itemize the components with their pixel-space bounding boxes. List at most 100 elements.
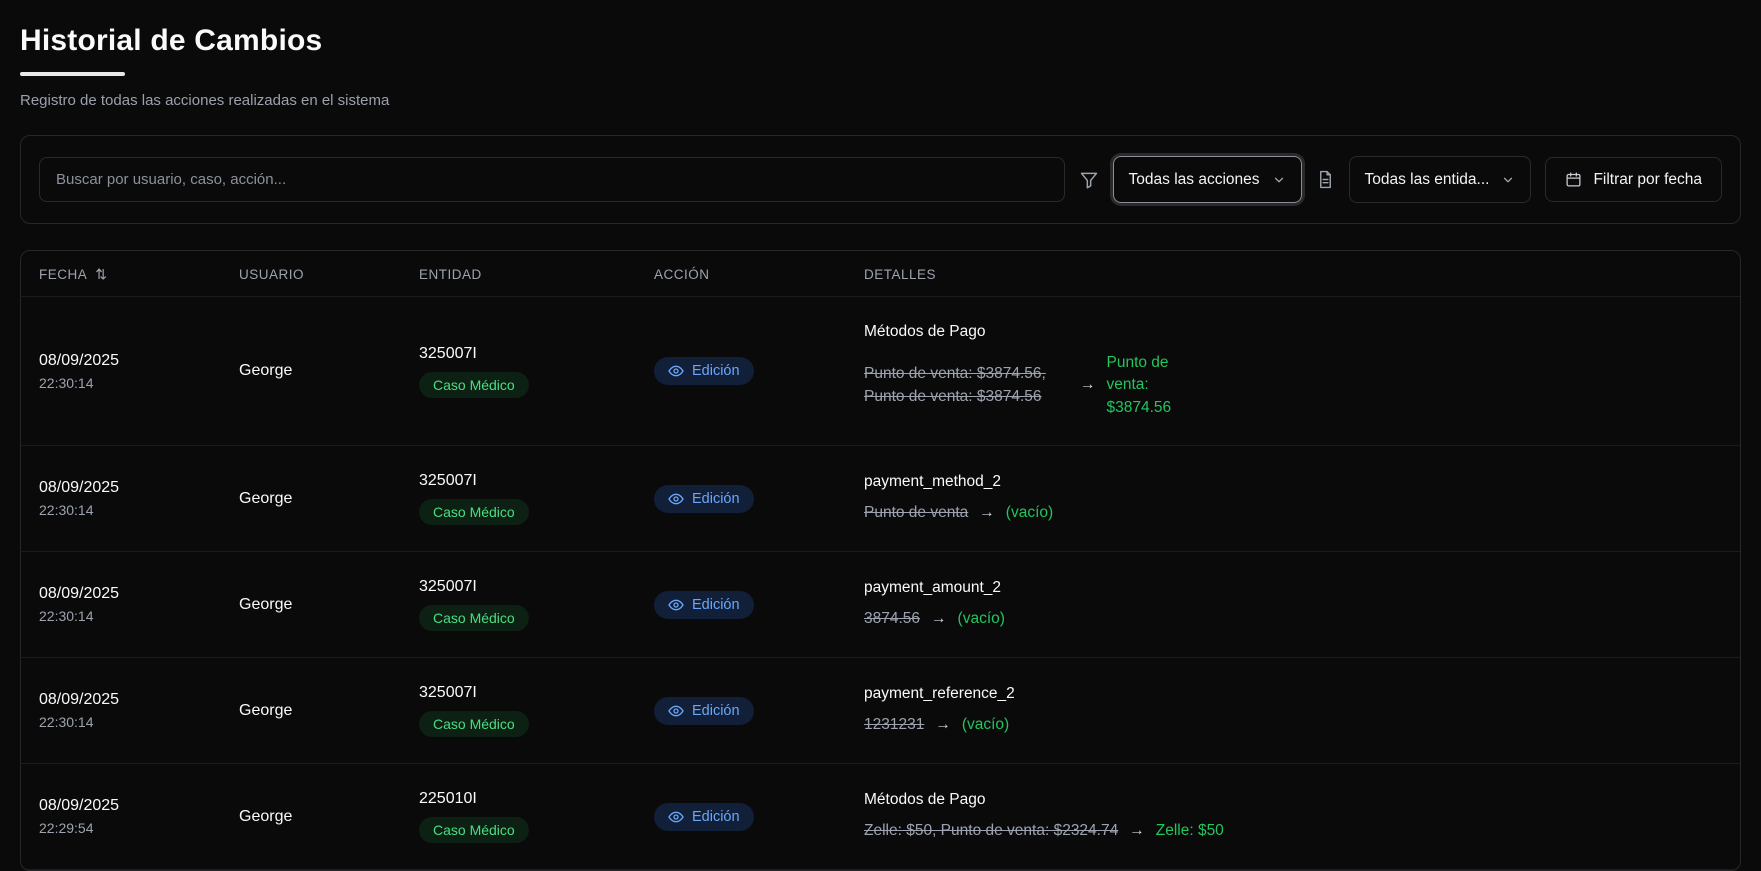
eye-icon	[668, 809, 684, 825]
arrow-icon: →	[1129, 822, 1145, 840]
table-row: 08/09/2025 22:30:14 George 325007I Caso …	[21, 445, 1740, 551]
table-body: 08/09/2025 22:30:14 George 325007I Caso …	[21, 296, 1740, 871]
entity-filter-select[interactable]: Todas las entida...	[1348, 156, 1532, 203]
detail-title: payment_reference_2	[864, 685, 1015, 703]
column-header-entidad: ENTIDAD	[419, 267, 482, 282]
entity-cell: 325007I Caso Médico	[419, 684, 654, 738]
page-subtitle: Registro de todas las acciones realizada…	[20, 92, 390, 109]
arrow-icon: →	[935, 716, 951, 734]
entity-type-badge: Caso Médico	[419, 711, 529, 738]
page-title: Historial de Cambios	[20, 24, 323, 57]
date-filter-label: Filtrar por fecha	[1593, 170, 1702, 188]
action-label: Edición	[692, 490, 740, 507]
row-date: 08/09/2025	[39, 479, 120, 497]
entity-cell: 325007I Caso Médico	[419, 578, 654, 632]
column-header-detalles: DETALLES	[864, 267, 937, 282]
row-time: 22:29:54	[39, 820, 94, 837]
entity-type-badge: Caso Médico	[419, 499, 529, 526]
action-label: Edición	[692, 702, 740, 719]
sort-icon[interactable]: ⇅	[95, 266, 108, 282]
arrow-icon: →	[1080, 376, 1096, 394]
action-label: Edición	[692, 363, 740, 380]
old-value: Punto de venta	[864, 504, 969, 522]
row-date: 08/09/2025	[39, 797, 120, 815]
eye-icon	[668, 597, 684, 613]
row-date: 08/09/2025	[39, 351, 120, 369]
column-header-usuario: USUARIO	[239, 267, 305, 282]
row-date: 08/09/2025	[39, 691, 120, 709]
detail-title: payment_method_2	[864, 473, 1002, 491]
eye-icon	[668, 363, 684, 379]
search-input[interactable]	[39, 157, 1065, 202]
calendar-icon	[1565, 171, 1582, 188]
detail-title: Métodos de Pago	[864, 323, 986, 340]
new-value: (vacío)	[961, 716, 1010, 734]
new-value: Punto de venta: $3874.56	[1106, 354, 1172, 416]
change-line: Punto de venta: $3874.56, Punto de venta…	[864, 352, 1722, 419]
new-value: (vacío)	[1005, 504, 1054, 522]
entity-type-badge: Caso Médico	[419, 605, 529, 632]
action-label: Edición	[692, 596, 740, 613]
row-user: George	[239, 362, 293, 380]
action-badge: Edición	[654, 357, 754, 386]
eye-icon	[668, 491, 684, 507]
entity-cell: 325007I Caso Médico	[419, 472, 654, 526]
title-underline	[20, 72, 125, 76]
date-cell: 08/09/2025 22:30:14	[39, 479, 239, 518]
details-cell: payment_method_2 Punto de venta → (vacío…	[864, 473, 1722, 524]
filter-bar: Todas las acciones Todas las entida... F…	[20, 135, 1741, 224]
action-cell: Edición	[654, 484, 864, 513]
arrow-icon: →	[931, 610, 947, 628]
details-cell: payment_reference_2 1231231 → (vacío)	[864, 685, 1722, 736]
date-filter-button[interactable]: Filtrar por fecha	[1545, 157, 1722, 202]
row-entity-id: 325007I	[419, 684, 477, 702]
row-date: 08/09/2025	[39, 585, 120, 603]
document-icon	[1316, 170, 1335, 189]
details-cell: payment_amount_2 3874.56 → (vacío)	[864, 579, 1722, 630]
action-badge: Edición	[654, 696, 754, 725]
action-cell: Edición	[654, 696, 864, 725]
date-cell: 08/09/2025 22:29:54	[39, 797, 239, 836]
entity-cell: 325007I Caso Médico	[419, 345, 654, 398]
action-cell: Edición	[654, 802, 864, 831]
change-line: 1231231 → (vacío)	[864, 714, 1722, 736]
date-cell: 08/09/2025 22:30:14	[39, 691, 239, 730]
old-value: 1231231	[864, 716, 925, 734]
action-filter-select[interactable]: Todas las acciones	[1112, 156, 1302, 203]
change-line: 3874.56 → (vacío)	[864, 608, 1722, 630]
row-time: 22:30:14	[39, 714, 94, 731]
entity-type-badge: Caso Médico	[419, 371, 529, 398]
action-label: Edición	[692, 808, 740, 825]
action-cell: Edición	[654, 590, 864, 619]
new-value: (vacío)	[957, 610, 1005, 628]
row-entity-id: 325007I	[419, 472, 477, 490]
table-row: 08/09/2025 22:30:14 George 325007I Caso …	[21, 657, 1740, 763]
old-value: 3874.56	[864, 610, 921, 628]
date-cell: 08/09/2025 22:30:14	[39, 585, 239, 624]
change-line: Zelle: $50, Punto de venta: $2324.74 → Z…	[864, 820, 1722, 842]
action-badge: Edición	[654, 802, 754, 831]
eye-icon	[668, 703, 684, 719]
old-value: Zelle: $50, Punto de venta: $2324.74	[864, 822, 1119, 840]
table-row: 08/09/2025 22:30:14 George 325007I Caso …	[21, 551, 1740, 657]
date-cell: 08/09/2025 22:30:14	[39, 352, 239, 391]
history-table: FECHA ⇅ USUARIO ENTIDAD ACCIÓN DETALLES …	[20, 250, 1741, 871]
table-row: 08/09/2025 22:29:54 George 225010I Caso …	[21, 763, 1740, 871]
row-user: George	[239, 807, 293, 825]
row-entity-id: 325007I	[419, 578, 477, 596]
column-header-fecha[interactable]: FECHA ⇅	[39, 266, 108, 282]
chevron-down-icon	[1272, 173, 1286, 187]
entity-filter-value: Todas las entida...	[1364, 170, 1490, 188]
filter-funnel-icon	[1079, 170, 1099, 190]
entity-cell: 225010I Caso Médico	[419, 790, 654, 844]
row-user: George	[239, 701, 293, 719]
chevron-down-icon	[1501, 173, 1515, 187]
row-time: 22:30:14	[39, 374, 94, 391]
old-value: Punto de venta: $3874.56, Punto de venta…	[864, 365, 1046, 405]
action-badge: Edición	[654, 484, 754, 513]
row-entity-id: 225010I	[419, 790, 477, 808]
arrow-icon: →	[979, 504, 995, 522]
change-line: Punto de venta → (vacío)	[864, 502, 1722, 524]
table-header-row: FECHA ⇅ USUARIO ENTIDAD ACCIÓN DETALLES	[21, 251, 1740, 296]
